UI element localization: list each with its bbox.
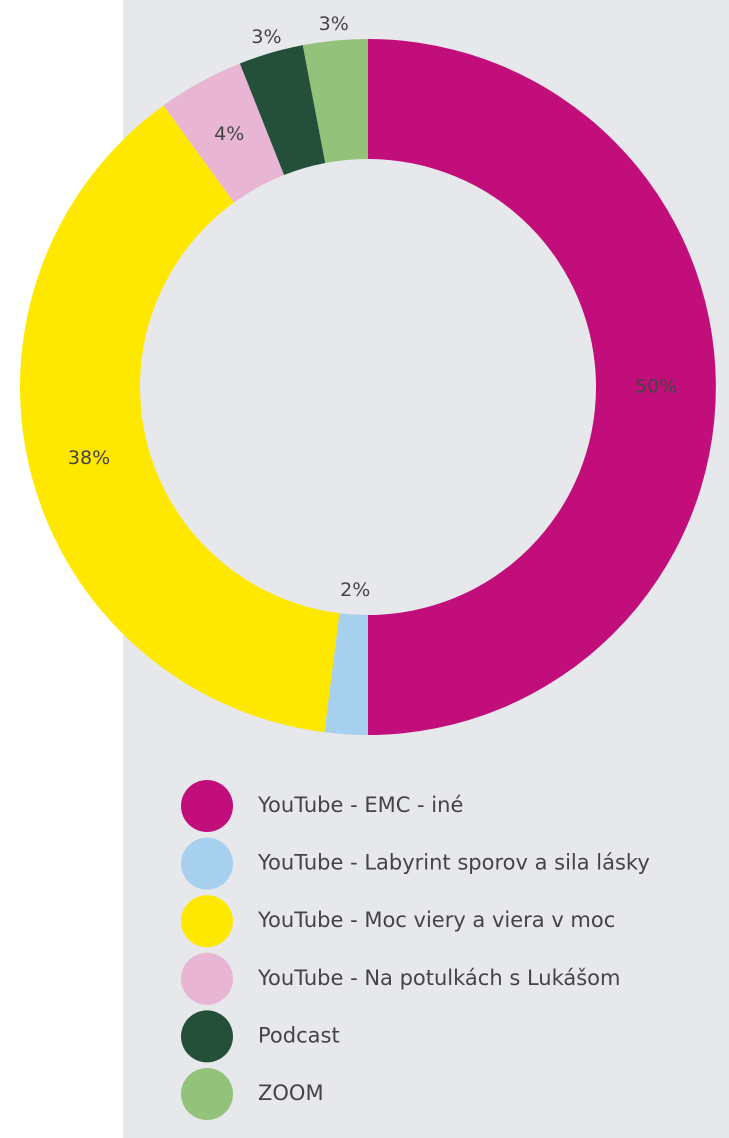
legend-swatch (181, 895, 233, 948)
data-label: 3% (319, 13, 349, 35)
data-label: 3% (251, 26, 281, 48)
legend-label: Podcast (258, 1023, 340, 1047)
legend-label: YouTube - EMC - iné (257, 793, 463, 817)
legend-swatch (181, 837, 233, 890)
data-label: 4% (214, 123, 244, 145)
legend-swatch (181, 780, 233, 832)
donut-slice (302, 39, 368, 164)
data-label: 38% (68, 447, 110, 469)
donut-slice (239, 45, 326, 176)
legend-swatch (181, 1068, 233, 1120)
donut-slice (368, 39, 716, 735)
legend-label: YouTube - Labyrint sporov a sila lásky (257, 851, 650, 875)
donut-slice (324, 613, 368, 735)
legend-swatch (181, 952, 233, 1005)
donut-slice (163, 63, 285, 203)
legend-label: ZOOM (258, 1081, 324, 1105)
legend-swatch (181, 1010, 233, 1063)
data-label: 2% (340, 579, 370, 601)
legend-label: YouTube - Moc viery a viera v moc (257, 908, 615, 932)
donut-slice (19, 105, 340, 733)
legend-label: YouTube - Na potulkách s Lukášom (257, 966, 621, 990)
data-label: 50% (635, 376, 677, 398)
